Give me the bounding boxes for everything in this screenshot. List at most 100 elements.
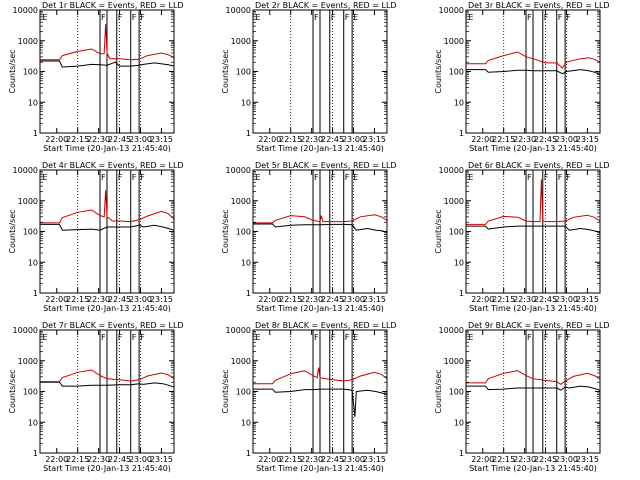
y-tick-label: 1 [246, 449, 251, 458]
x-tick-label: 22:45 [321, 295, 344, 304]
x-tick-label: 22:00 [258, 455, 281, 464]
flag-label: F [527, 173, 532, 182]
flag-label: E [42, 173, 47, 182]
x-tick-label: 22:15 [66, 295, 89, 304]
flag-label: F [101, 173, 106, 182]
panel-title: Det 9r BLACK = Events, RED = LLD [468, 321, 610, 330]
x-tick-label: 22:30 [87, 455, 110, 464]
x-tick-label: 23:00 [342, 295, 365, 304]
x-tick-label: 22:45 [321, 455, 344, 464]
events-series-line [40, 381, 175, 388]
y-tick-label: 1000 [18, 37, 38, 46]
x-tick-label: 22:15 [66, 455, 89, 464]
flag-label: E [42, 333, 47, 342]
lld-series-line [40, 190, 175, 224]
y-axis-label: Counts/sec [8, 49, 17, 93]
y-tick-label: 100 [449, 228, 464, 237]
y-tick-label: 10000 [13, 166, 38, 175]
flag-label: F [566, 333, 571, 342]
y-axis-label: Counts/sec [221, 49, 230, 93]
detector-panel-4: E F F F F11010010001000022:0022:1522:3022:45… [8, 161, 184, 313]
x-tick-label: 23:00 [555, 295, 578, 304]
flag-label: F [527, 333, 532, 342]
detector-panel-9: E F F F F11010010001000022:0022:1522:3022:45… [434, 321, 610, 473]
flag-label: F [558, 173, 563, 182]
y-tick-label: 1000 [231, 197, 251, 206]
y-tick-label: 1000 [444, 197, 464, 206]
panel-title: Det 4r BLACK = Events, RED = LLD [42, 161, 184, 170]
flag-label: F [345, 333, 350, 342]
flag-label: F [558, 13, 563, 22]
y-tick-label: 10 [28, 418, 38, 427]
y-axis-label: Counts/sec [434, 49, 443, 93]
events-series-line [253, 388, 388, 417]
x-axis-label: Start Time (20-Jan-13 21:45:40) [256, 144, 384, 153]
flag-label: F [132, 173, 137, 182]
events-series-line [466, 225, 601, 233]
x-tick-label: 22:00 [471, 135, 494, 144]
flag-label: F [544, 173, 549, 182]
lld-series-line [40, 369, 175, 383]
y-tick-label: 100 [449, 388, 464, 397]
panel-title: Det 5r BLACK = Events, RED = LLD [255, 161, 397, 170]
flag-label: F [331, 13, 336, 22]
y-tick-label: 100 [23, 68, 38, 77]
y-axis-label: Counts/sec [221, 369, 230, 413]
x-axis-label: Start Time (20-Jan-13 21:45:40) [469, 304, 597, 313]
lld-series-line [40, 23, 175, 61]
y-tick-label: 100 [236, 68, 251, 77]
flag-label: F [132, 13, 137, 22]
y-tick-label: 1 [33, 129, 38, 138]
flag-label: F [132, 333, 137, 342]
x-tick-label: 22:00 [45, 295, 68, 304]
x-tick-label: 22:00 [45, 135, 68, 144]
events-series-line [466, 69, 601, 75]
flag-label: E [468, 173, 473, 182]
y-tick-label: 10000 [226, 326, 251, 335]
x-tick-label: 23:00 [129, 135, 152, 144]
flag-label: F [118, 173, 123, 182]
flag-label: E [468, 13, 473, 22]
x-tick-label: 23:15 [150, 295, 173, 304]
flag-label: E [255, 333, 260, 342]
y-tick-label: 10000 [13, 326, 38, 335]
flag-label: F [314, 333, 319, 342]
flag-label: F [118, 333, 123, 342]
x-tick-label: 23:00 [342, 135, 365, 144]
x-axis-label: Start Time (20-Jan-13 21:45:40) [43, 144, 171, 153]
x-axis-label: Start Time (20-Jan-13 21:45:40) [256, 304, 384, 313]
events-series-line [253, 223, 388, 233]
x-tick-label: 23:00 [555, 455, 578, 464]
flag-label: E [255, 173, 260, 182]
y-tick-label: 10000 [439, 166, 464, 175]
y-tick-label: 1000 [444, 37, 464, 46]
y-tick-label: 1000 [18, 197, 38, 206]
flag-label: E [353, 333, 358, 342]
x-axis-label: Start Time (20-Jan-13 21:45:40) [256, 464, 384, 473]
x-tick-label: 23:15 [363, 135, 386, 144]
flag-label: F [566, 13, 571, 22]
detector-panel-1: E F F F F11010010001000022:0022:1522:3022:45… [8, 1, 184, 153]
y-tick-label: 1 [459, 449, 464, 458]
panel-title: Det 6r BLACK = Events, RED = LLD [468, 161, 610, 170]
y-tick-label: 1000 [231, 357, 251, 366]
y-tick-label: 1 [33, 449, 38, 458]
y-axis-label: Counts/sec [221, 209, 230, 253]
detector-panel-8: E F F F E11010010001000022:0022:1522:3022:45… [221, 321, 397, 473]
x-tick-label: 22:00 [45, 455, 68, 464]
y-tick-label: 1 [33, 289, 38, 298]
y-tick-label: 100 [236, 388, 251, 397]
x-tick-label: 22:30 [87, 135, 110, 144]
x-tick-label: 22:15 [279, 135, 302, 144]
flag-label: F [118, 13, 123, 22]
x-tick-label: 23:00 [129, 455, 152, 464]
y-tick-label: 100 [23, 228, 38, 237]
flag-label: F [331, 333, 336, 342]
lld-series-line [253, 214, 388, 224]
x-tick-label: 22:00 [471, 295, 494, 304]
y-axis-label: Counts/sec [8, 209, 17, 253]
x-axis-label: Start Time (20-Jan-13 21:45:40) [469, 464, 597, 473]
events-series-line [466, 385, 601, 391]
panel-title: Det 3r BLACK = Events, RED = LLD [468, 1, 610, 10]
x-tick-label: 23:15 [363, 455, 386, 464]
